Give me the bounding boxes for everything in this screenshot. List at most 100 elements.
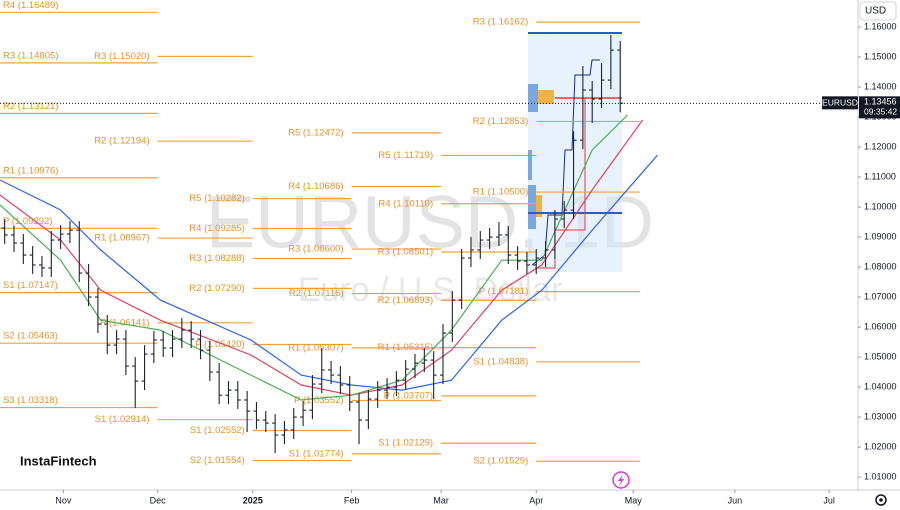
ohlc-bar [253,402,260,430]
volume-profile [528,84,554,229]
ohlc-bar [318,348,325,394]
pivot-label: S1 (1.07147) [3,280,58,291]
ohlc-bar [495,222,502,247]
y-tick-label: 1.03000 [864,411,897,421]
ohlc-bar [234,381,241,409]
moving-average [0,154,658,391]
y-tick-label: 1.02000 [864,441,897,451]
ohlc-bar [374,381,381,409]
y-tick-label: 1.07000 [864,291,897,301]
ohlc-bar [551,210,558,259]
ohlc-bar [309,375,316,420]
pivot-label: S2 (1.01554) [190,455,245,466]
x-tick-label: Jul [823,495,835,505]
ohlc-bar [346,375,353,412]
pivot-label: P (1.03707) [384,390,433,401]
gear-center[interactable] [879,498,883,502]
currency-label[interactable]: USD [865,6,886,17]
ohlc-bar [393,371,400,397]
ohlc-bar [579,66,586,150]
y-tick-label: 1.14000 [864,81,897,91]
ohlc-bar [1,219,8,244]
pivot-label: S1 (1.02914) [95,414,150,425]
countdown-label: 09:35:42 [864,107,897,117]
ohlc-bar [514,246,521,271]
ohlc-bar [281,420,288,445]
pivot-label: R2 (1.12853) [473,116,528,127]
pivot-label: R3 (1.14805) [3,50,58,61]
pivot-label: R4 (1.10686) [288,181,343,192]
ohlc-bar [113,330,120,355]
profile-bar [528,185,536,229]
ohlc-bar [439,324,446,385]
profile-bar [528,84,538,112]
y-tick-label: 1.06000 [864,321,897,331]
y-tick-label: 1.12000 [864,141,897,151]
ohlc-bar [421,348,428,373]
ohlc-bar [57,225,64,250]
y-tick-label: 1.01000 [864,471,897,481]
x-tick-label: Mar [433,495,449,505]
ohlc-bar [467,237,474,268]
alert-icon[interactable] [612,471,630,489]
pivot-label: R1 (1.05315) [378,342,433,353]
ohlc-bar [290,408,297,439]
symbol-tag-label: EURUSD [822,98,858,108]
pivot-label: R3 (1.08288) [189,253,244,264]
pivot-label: R5 (1.10282) [189,193,244,204]
ohlc-bar [300,401,307,427]
ohlc-bar [402,360,409,390]
ohlc-bar [169,330,176,358]
currency-button[interactable]: USD [859,1,897,21]
ohlc-bar [607,35,614,90]
y-tick-label: 1.04000 [864,381,897,391]
ohlc-bar [197,330,204,360]
ohlc-bar [523,252,530,274]
last-price-box [859,96,900,119]
ohlc-bar [141,345,148,391]
ohlc-bar [48,231,55,277]
pivot-label: S1 (1.02552) [190,425,245,436]
ohlc-bar [384,378,391,400]
settings-button[interactable] [875,494,887,506]
ohlc-bar [542,240,549,268]
ohlc-bar [160,330,167,358]
symbol-tag [822,96,858,110]
alert-bolt[interactable] [618,474,624,486]
pivot-label: S2 (1.01529) [473,456,528,467]
ohlc-bar [328,360,335,385]
pivot-label: R1 (1.10500) [473,187,528,198]
ohlc-bar [598,63,605,109]
pivot-label: R1 (1.08967) [94,233,149,244]
moving-average [0,114,629,401]
ohlc-bar [216,363,223,405]
pivot-label: R3 (1.08600) [288,244,343,255]
ohlc-bar [132,357,139,409]
ohlc-bar [244,390,251,433]
gear-icon[interactable] [875,494,887,506]
ohlc-bar [356,393,363,445]
pivot-label: R2 (1.06893) [378,295,433,306]
plot-area: R4 (1.16489) R3 (1.14805) R2 (1.13121) R1 (… [0,0,658,467]
x-tick-label: Nov [55,495,72,505]
ohlc-bar [477,231,484,259]
ohlc-bar [104,315,111,355]
x-tick-label: Jun [728,495,743,505]
pivot-label: R2 (1.13121) [3,101,58,112]
watermark-subtitle: Euro / U.S. Dollar [298,271,563,309]
y-tick-label: 1.15000 [864,51,897,61]
alert-circle[interactable] [612,471,630,489]
ohlc-bar [430,351,437,400]
time-axis [0,490,858,510]
x-tick-label: 2025 [243,495,263,505]
profile-bar [538,90,554,104]
currency-box[interactable] [859,1,897,21]
pivot-label: R2 (1.07116) [289,288,344,299]
x-tick-label: Apr [529,495,543,505]
ohlc-bar [85,264,92,307]
y-tick-label: 1.09000 [864,231,897,241]
ohlc-bar [486,228,493,250]
profile-bar [536,195,542,217]
ohlc-bar [206,341,213,382]
